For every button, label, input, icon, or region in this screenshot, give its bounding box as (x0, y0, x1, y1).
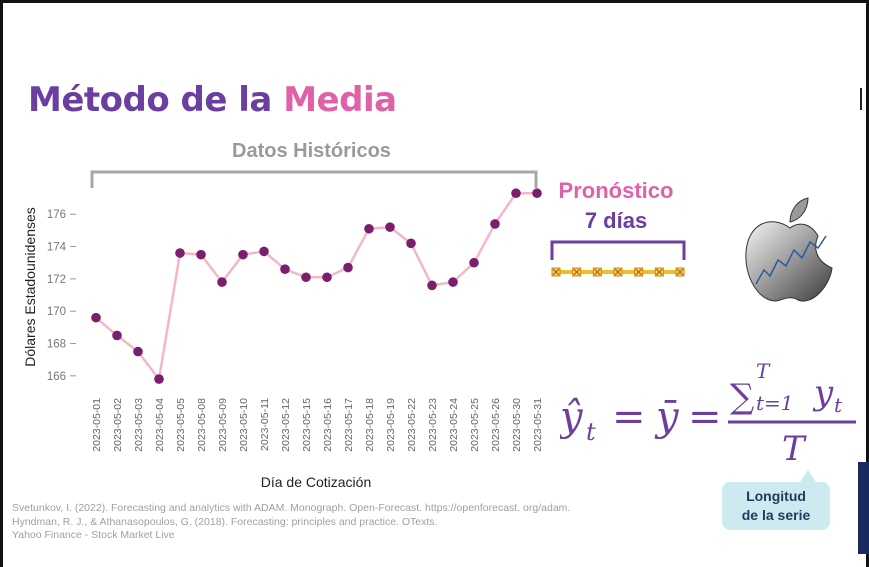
x-tick-label: 2023-05-25 (469, 398, 481, 452)
price-point (133, 346, 143, 357)
price-point (385, 222, 395, 232)
price-point (448, 277, 458, 287)
apple-logo-leaf (789, 197, 809, 223)
price-point (322, 272, 332, 283)
slide-top-border (0, 0, 869, 3)
price-point (511, 188, 521, 199)
y-axis-label: Dólares Estadounidenses (22, 207, 38, 367)
price-point (406, 238, 416, 249)
forecast-point-cross (655, 268, 663, 276)
price-point (490, 219, 500, 229)
formula-y-sub: t (834, 393, 843, 417)
callout-line-1: Longitud (746, 488, 806, 504)
x-axis-label: Día de Cotización (261, 474, 372, 490)
forecast-point-cross (552, 268, 560, 276)
forecast-point-cross (593, 268, 601, 276)
price-line (95, 191, 537, 383)
forecast-bracket (550, 240, 686, 260)
formula-sum-sign: ∑ (730, 377, 754, 417)
formula-sum-top: T (756, 360, 771, 383)
formula-equals-1: = (612, 394, 646, 440)
formula-ybar: ȳ (654, 394, 680, 440)
price-point (112, 330, 122, 341)
x-tick-label: 2023-05-22 (406, 398, 418, 452)
x-tick-label: 2023-05-08 (196, 398, 208, 452)
price-point (364, 223, 374, 234)
x-tick-label: 2023-05-24 (448, 398, 460, 452)
y-tick-label: 172 (47, 274, 66, 286)
formula-y-term: y (812, 373, 834, 413)
y-tick-label: 170 (47, 306, 66, 318)
price-point (196, 249, 206, 260)
x-tick-label: 2023-05-04 (154, 398, 166, 452)
x-tick-label: 2023-05-23 (427, 398, 439, 452)
formula-equals-2: = (688, 394, 722, 440)
x-tick-label: 2023-05-26 (490, 398, 502, 452)
price-point (217, 277, 227, 287)
mean-method-formula: ŷ t = ȳ = ∑ T t=1 y t T (558, 359, 860, 480)
x-tick-label: 2023-05-31 (532, 398, 544, 452)
x-tick-label: 2023-05-11 (259, 398, 271, 451)
callout-line-2: de la serie (741, 507, 811, 523)
y-tick-label: 166 (47, 371, 66, 383)
y-tick-label: 176 (47, 209, 66, 221)
apple-logo-stock-line (755, 235, 827, 285)
price-point (469, 257, 479, 268)
forecast-point-cross (573, 268, 581, 276)
price-point (280, 264, 290, 274)
y-tick-label: 168 (47, 339, 66, 351)
apple-logo-icon (745, 197, 833, 302)
x-tick-label: 2023-05-03 (133, 398, 145, 452)
x-tick-label: 2023-05-18 (364, 398, 376, 452)
x-tick-label: 2023-05-16 (322, 398, 334, 452)
x-tick-label: 2023-05-10 (238, 398, 250, 452)
series-length-callout: Longitud de la serie (722, 470, 830, 530)
reference-3: Yahoo Finance - Stock Market Live (12, 529, 175, 541)
slide-right-border (866, 0, 869, 567)
formula-sum-bottom: t=1 (756, 391, 794, 415)
side-marker (860, 88, 862, 110)
price-point (238, 249, 248, 260)
x-tick-label: 2023-05-30 (511, 398, 523, 452)
price-point (91, 312, 101, 323)
price-point (343, 262, 353, 273)
formula-svg: ŷ t = ȳ = ∑ T t=1 y t T (558, 359, 856, 469)
y-tick-label: 174 (47, 242, 67, 254)
x-tick-label: 2023-05-02 (112, 398, 124, 452)
reference-2: Hyndman, R. J., & Athanasopoulos, G. (20… (12, 515, 438, 528)
forecast-point-cross (676, 268, 684, 276)
x-tick-label: 2023-05-01 (91, 398, 103, 452)
x-tick-label: 2023-05-19 (385, 398, 397, 452)
price-point (154, 374, 164, 384)
corner-accent-bar (858, 462, 869, 554)
slide-title: Método de la Media (28, 80, 397, 120)
forecast-label: Pronóstico (558, 178, 674, 203)
forecast-days-label: 7 días (584, 208, 648, 233)
price-point (259, 246, 269, 257)
price-point (301, 272, 311, 283)
price-point (427, 280, 437, 291)
slide-left-border (0, 0, 3, 567)
formula-denominator: T (782, 429, 807, 469)
x-tick-label: 2023-05-12 (280, 398, 292, 452)
formula-yhat-sub: t (586, 418, 596, 446)
x-tick-label: 2023-05-17 (343, 398, 355, 452)
price-point (175, 248, 185, 258)
title-part-1: Método de la (28, 80, 272, 120)
x-tick-label: 2023-05-05 (175, 398, 187, 452)
formula-yhat: ŷ (560, 394, 584, 440)
price-point (532, 188, 542, 199)
forecast-point-cross (614, 268, 622, 276)
references: Svetunkov, I. (2022). Forecasting and an… (12, 502, 570, 543)
x-tick-label: 2023-05-15 (301, 398, 313, 452)
historical-bracket (90, 170, 538, 188)
forecast-point-cross (635, 268, 643, 276)
historical-data-label: Datos Históricos (232, 140, 391, 162)
title-part-2: Media (283, 80, 397, 120)
x-tick-label: 2023-05-09 (217, 398, 229, 452)
reference-1: Svetunkov, I. (2022). Forecasting and an… (12, 502, 571, 514)
